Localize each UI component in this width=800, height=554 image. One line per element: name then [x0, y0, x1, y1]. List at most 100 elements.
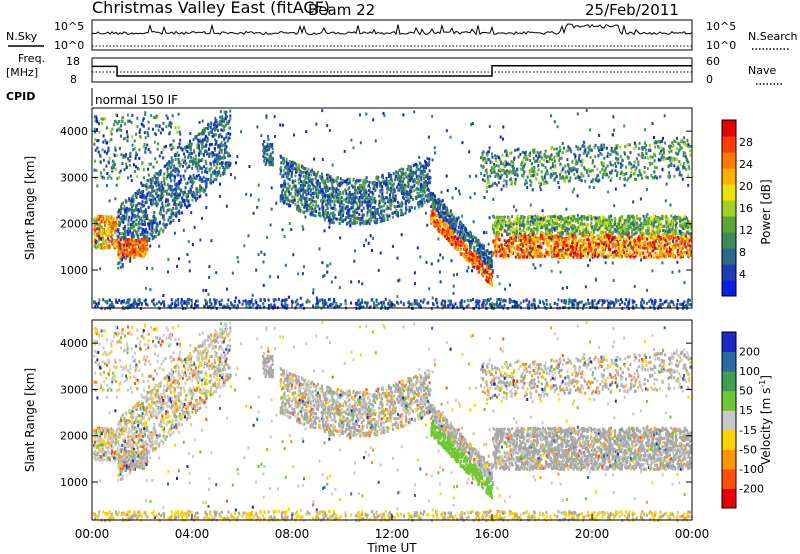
power-cell	[198, 153, 201, 157]
power-cell	[171, 114, 174, 118]
power-cell	[490, 256, 493, 260]
power-cell	[145, 196, 148, 200]
power-cell	[554, 248, 557, 252]
power-cell	[121, 251, 124, 255]
power-cell	[605, 253, 608, 257]
power-cell	[110, 166, 113, 170]
power-cell	[323, 186, 326, 189]
power-cell	[184, 148, 187, 152]
power-cell	[321, 187, 324, 191]
power-cell	[161, 127, 164, 131]
power-cell	[391, 196, 394, 199]
power-cell	[374, 211, 377, 215]
power-cell	[93, 127, 96, 131]
power-cell	[628, 248, 631, 252]
power-cell	[366, 213, 369, 217]
power-cell	[123, 214, 125, 218]
power-cell	[143, 194, 146, 198]
beam-title: Beam 22	[308, 1, 375, 19]
power-cell	[340, 209, 343, 213]
power-cell	[202, 132, 205, 136]
power-cell	[265, 149, 268, 153]
power-cell	[214, 157, 217, 161]
power-cell	[337, 196, 340, 200]
power-cell	[219, 174, 222, 177]
power-cell	[156, 189, 159, 193]
power-cell	[420, 194, 423, 198]
power-cell	[104, 224, 107, 228]
power-cell	[463, 246, 466, 250]
power-cell	[169, 186, 171, 189]
power-cell	[204, 170, 206, 174]
power-cell	[148, 237, 151, 241]
power-cell	[319, 185, 321, 189]
power-cell	[130, 245, 132, 249]
power-cell	[416, 191, 419, 195]
power-cell	[535, 249, 538, 253]
power-cell	[388, 175, 390, 178]
power-cell	[101, 175, 104, 179]
power-cell	[105, 233, 108, 237]
power-cell	[151, 226, 154, 230]
power-cell	[450, 243, 453, 247]
power-cell	[406, 190, 409, 194]
power-cell	[155, 204, 158, 208]
power-cell	[338, 192, 341, 196]
power-cell	[175, 196, 178, 200]
power-cell	[205, 162, 208, 165]
power-cell	[294, 174, 297, 178]
power-cell	[335, 217, 338, 221]
power-cell	[486, 270, 489, 274]
power-cell	[299, 174, 302, 178]
power-cell	[227, 139, 230, 142]
power-cell	[96, 233, 99, 237]
power-cell	[577, 220, 579, 224]
power-cell	[146, 230, 149, 234]
power-cell	[94, 148, 97, 152]
power-cell	[627, 230, 629, 234]
power-cell	[363, 198, 366, 202]
power-cell	[346, 183, 349, 187]
power-cell	[199, 140, 202, 144]
power-cell	[288, 172, 291, 175]
power-cell	[426, 172, 429, 176]
power-cell	[317, 179, 319, 183]
power-cell	[209, 152, 212, 156]
power-cell	[361, 214, 364, 218]
power-cell	[136, 116, 139, 120]
power-cell	[222, 124, 225, 128]
power-cell	[495, 233, 498, 236]
power-cell	[196, 166, 199, 170]
power-cell	[171, 199, 174, 203]
power-cell	[431, 214, 434, 218]
power-cell	[358, 198, 361, 202]
power-cell	[363, 191, 366, 195]
power-cell	[462, 223, 465, 227]
power-cell	[419, 172, 422, 176]
power-cell	[422, 181, 425, 185]
power-cell	[464, 230, 467, 233]
power-cell	[305, 174, 308, 178]
power-cell	[376, 217, 379, 221]
power-cell	[591, 254, 594, 258]
power-cell	[266, 152, 269, 156]
power-cell	[465, 250, 468, 254]
power-cell	[128, 251, 131, 255]
power-cell	[115, 120, 118, 124]
power-cell	[188, 143, 191, 147]
power-cell	[459, 221, 462, 225]
power-cell	[309, 212, 312, 216]
power-cell	[287, 162, 290, 166]
power-cell	[122, 201, 124, 205]
power-cell	[544, 215, 546, 219]
power-cell	[361, 185, 364, 189]
power-cell	[178, 192, 181, 196]
power-cell	[124, 235, 127, 239]
power-cell	[371, 212, 374, 216]
power-cell	[118, 128, 121, 132]
power-cell	[108, 174, 111, 178]
power-cell	[611, 225, 614, 229]
power-cell	[149, 181, 152, 184]
power-cell	[348, 186, 351, 190]
power-cell	[178, 211, 181, 215]
